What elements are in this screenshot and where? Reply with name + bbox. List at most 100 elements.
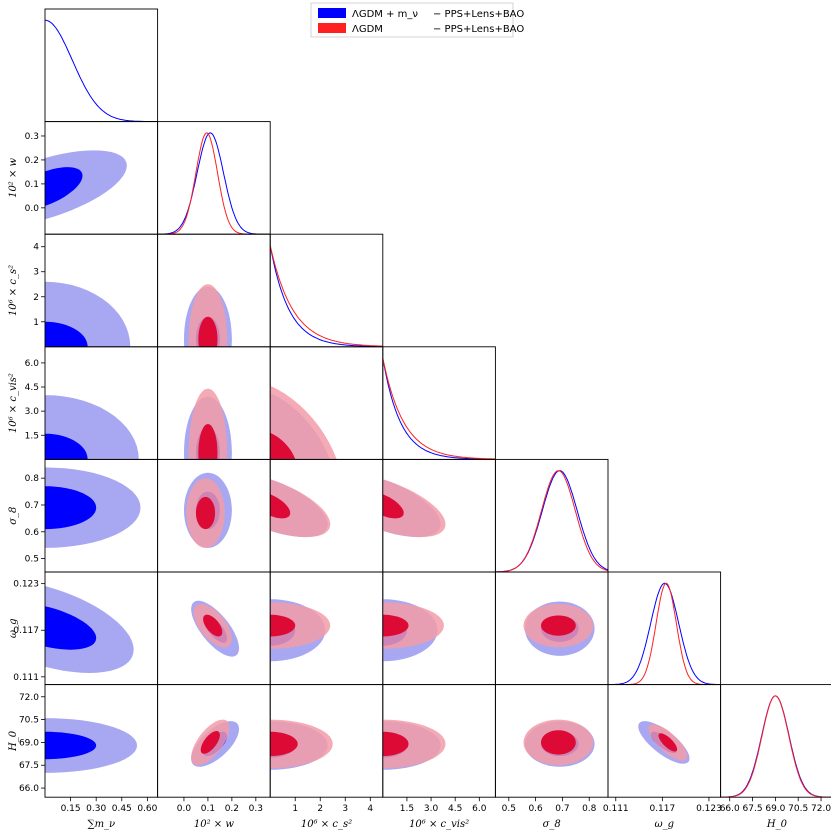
panel-omega_g-H0 [638, 721, 690, 764]
panel-frame-omega_g-omega_g [607, 571, 722, 686]
ytick-label-cs2-3: 4 [33, 243, 39, 253]
contour-68-w-H0-s1 [200, 731, 220, 754]
contour-95-cvis2-omega_g-s1 [382, 602, 444, 649]
panel-frame-w-w [157, 121, 271, 235]
panel-sum_mnu-omega_g [45, 586, 134, 673]
panel-w-w [157, 132, 271, 235]
panel-cs2-cvis2 [270, 385, 337, 460]
ytick-label-H0-3: 70.5 [19, 716, 39, 726]
ytick-label-omega_g-2: 0.123 [13, 580, 39, 590]
xtick-label-sigma8-3: 0.8 [582, 804, 597, 814]
panel-sum_mnu-sigma8 [45, 467, 141, 548]
posterior-line-cvis2-s1 [382, 357, 496, 460]
contour-68-w-omega_g-s1 [203, 614, 223, 637]
contour-95-cs2-cvis2-s1 [270, 385, 337, 460]
contour-95-cs2-H0-s1 [270, 719, 333, 769]
contour-68-sum_mnu-cs2-s0 [45, 321, 88, 347]
xtick-label-sigma8-0: 0.5 [502, 804, 516, 814]
xtick-label-omega_g-2: 0.123 [696, 804, 722, 814]
ytick-label-omega_g-0: 0.111 [13, 673, 39, 683]
xtick-label-sigma8-1: 0.6 [528, 804, 543, 814]
ytick-label-w-2: 0.2 [25, 156, 39, 166]
contour-68-cs2-omega_g-s1 [270, 614, 296, 637]
panel-frame-H0-H0 [720, 684, 831, 798]
contour-68-cs2-cvis2-s1 [270, 432, 296, 460]
ytick-label-w-1: 0.1 [25, 180, 39, 190]
contour-68-sigma8-H0-s1 [541, 730, 576, 755]
xlabel-cs2: 10⁶ × c_s² [301, 819, 352, 830]
xtick-label-cs2-1: 2 [317, 804, 323, 814]
posterior-line-omega_g-s1 [608, 582, 721, 685]
ylabel-w: 10² × w [8, 157, 19, 197]
xtick-label-sum_mnu-0: 0.15 [61, 804, 81, 814]
contour-95-cvis2-H0-s1 [382, 719, 446, 769]
panel-frame-cs2-cs2 [269, 233, 384, 348]
xtick-label-H0-2: 69.0 [765, 804, 785, 814]
ytick-label-cs2-0: 1 [33, 318, 39, 328]
posterior-line-cs2-s1 [270, 245, 383, 347]
xtick-label-sigma8-2: 0.7 [555, 804, 569, 814]
posterior-line-w-s1 [157, 132, 271, 235]
ytick-label-sigma8-3: 0.8 [25, 474, 40, 484]
contour-68-cvis2-omega_g-s1 [382, 614, 409, 637]
panels-layer: 0.0 0.1 0.2 0.3 10² × w 1 2 3 4 10⁶ × c_s² 1.5 3.0 4… [8, 8, 831, 830]
panel-cs2-sigma8 [270, 479, 331, 538]
ytick-label-w-0: 0.0 [25, 204, 40, 214]
contour-68-sum_mnu-H0-s0 [45, 731, 97, 760]
xtick-label-cs2-2: 3 [342, 804, 348, 814]
legend-blue-dataset: − PPS+Lens+BAO [433, 9, 524, 20]
posterior-line-cvis2-s0 [382, 358, 496, 460]
panel-sum_mnu-H0 [45, 718, 138, 773]
posterior-line-sigma8-s1 [495, 470, 608, 572]
posterior-line-omega_g-s0 [608, 582, 721, 685]
ytick-label-cvis2-3: 6.0 [25, 359, 40, 369]
contour-68-sum_mnu-w-s0 [45, 167, 83, 206]
panel-sum_mnu-w [45, 150, 127, 220]
contour-68-cs2-H0-s1 [270, 731, 298, 757]
xtick-label-cvis2-1: 3.0 [424, 804, 439, 814]
panel-w-H0 [191, 719, 240, 767]
panel-sum_mnu-cvis2 [45, 395, 139, 460]
ytick-label-cs2-2: 3 [33, 268, 39, 278]
ytick-label-H0-2: 69.0 [19, 738, 39, 748]
xtick-label-sum_mnu-3: 0.60 [137, 804, 157, 814]
ytick-label-cvis2-2: 4.5 [25, 383, 39, 393]
contour-68-omega_g-H0-s1 [658, 733, 678, 752]
legend: ΛGDM + m_ν − PPS+Lens+BAO ΛGDM − PPS+Len… [310, 2, 524, 38]
ylabel-H0: H_0 [8, 730, 19, 752]
panel-frame-cvis2-cvis2 [382, 346, 496, 460]
ytick-label-cs2-1: 2 [33, 293, 39, 303]
panel-sum_mnu-sum_mnu [45, 19, 158, 122]
ytick-label-cvis2-1: 3.0 [25, 407, 40, 417]
ytick-label-w-3: 0.3 [25, 132, 39, 142]
panel-sigma8-omega_g [523, 601, 595, 656]
ytick-label-omega_g-1: 0.117 [13, 626, 39, 636]
xtick-label-cvis2-0: 1.5 [400, 804, 414, 814]
xtick-label-H0-3: 70.5 [788, 804, 808, 814]
xlabel-sum_mnu: ∑m_ν [87, 819, 115, 830]
panel-w-cvis2 [184, 388, 232, 460]
panel-cs2-cs2 [270, 245, 383, 347]
legend-swatch-red [318, 23, 346, 33]
xtick-label-w-0: 0.0 [177, 804, 192, 814]
xtick-label-cs2-0: 1 [292, 804, 298, 814]
contour-68-cs2-sigma8-s1 [270, 494, 291, 519]
ytick-label-H0-1: 67.5 [19, 761, 39, 771]
panel-cs2-H0 [270, 719, 333, 770]
ylabel-omega_g: ω_g [8, 619, 19, 639]
posterior-line-H0-s1 [720, 695, 831, 798]
panel-omega_g-omega_g [608, 582, 721, 685]
contour-68-w-cvis2-s1 [198, 424, 218, 460]
panel-cvis2-sigma8 [382, 479, 446, 538]
ytick-label-sigma8-0: 0.5 [25, 555, 39, 565]
xtick-label-H0-1: 67.5 [743, 804, 763, 814]
panel-frame-sigma8-sigma8 [494, 458, 609, 573]
panel-cvis2-cvis2 [382, 357, 496, 460]
xtick-label-sum_mnu-2: 0.45 [112, 804, 132, 814]
xtick-label-H0-0: 66.0 [720, 804, 740, 814]
panel-frame-sum_mnu-sum_mnu [44, 8, 159, 123]
contour-68-sum_mnu-sigma8-s0 [45, 486, 97, 530]
xlabel-omega_g: ω_g [655, 819, 675, 830]
legend-red-dataset: − PPS+Lens+BAO [433, 24, 524, 35]
